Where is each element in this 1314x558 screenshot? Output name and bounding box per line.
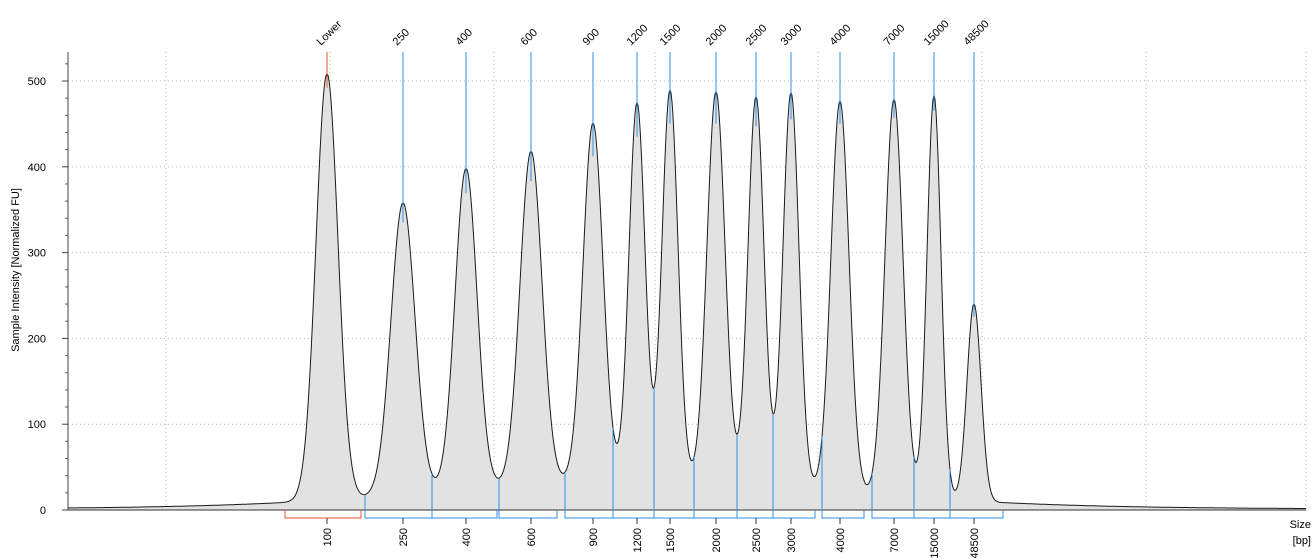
peak-bracket [612,510,655,519]
size-tick-label: 15000 [929,528,941,558]
peak-label: 400 [454,27,475,48]
peak-label: 4000 [828,22,854,48]
peak-label: Lower [315,18,345,48]
x-axis-unit: [bp] [1293,535,1311,547]
peak-markers [326,52,975,317]
y-tick-label: 100 [28,419,46,431]
size-brackets: 100 250 400 600 900 1200 1500 2000 2500 3000 4000 7… [284,387,1004,558]
peak-bracket [498,510,558,519]
y-tick-label: 500 [28,76,46,88]
size-tick-label: 1200 [632,528,644,552]
peak-label: 1500 [658,22,684,48]
x-axis-label: Size [1290,519,1311,531]
size-tick-label: 900 [588,528,600,546]
signal-fill [68,73,1306,510]
signal-line [67,72,1306,509]
size-tick-label: 2500 [751,528,763,552]
peak-label: 2000 [704,22,730,48]
size-tick-label: 1500 [665,528,677,552]
y-axis-label: Sample Intensity [Normalized FU] [10,188,22,352]
size-tick-label: 3000 [786,528,798,552]
y-tick-label: 200 [28,333,46,345]
peak-labels: Lower 250 400 600 900 1200 1500 2000 2500 3000 400… [315,18,992,48]
peak-label: 1200 [625,22,651,48]
axes: 0 100 200 300 400 500 [28,52,1306,517]
y-tick-label: 300 [28,248,46,260]
peak-bracket [949,510,1004,519]
size-tick-label: 7000 [889,528,901,552]
peak-label: 7000 [882,22,908,48]
peak-bracket [564,510,614,519]
size-tick-label: 600 [526,528,538,546]
peak-label: 15000 [922,18,952,48]
peak-bracket [653,510,695,519]
peak-bracket [364,510,433,519]
peak-bracket [913,510,951,519]
size-tick-label: 100 [322,528,334,546]
peak-label: 600 [519,27,540,48]
size-tick-label: 400 [461,528,473,546]
peak-label: 48500 [962,18,992,48]
peak-bracket [431,510,498,519]
size-tick-label: 4000 [835,528,847,552]
y-tick-label: 400 [28,162,46,174]
peak-bracket [736,510,774,519]
peak-bracket [821,510,865,519]
peak-label: 900 [581,27,602,48]
size-tick-label: 250 [398,528,410,546]
peak-bracket [284,510,362,519]
y-tick-label: 0 [40,505,46,517]
peak-bracket [871,510,915,519]
peak-bracket [772,510,816,519]
peak-label: 2500 [744,22,770,48]
peak-label: 3000 [779,22,805,48]
size-tick-label: 2000 [711,528,723,552]
peak-label: 250 [391,27,412,48]
signal-trace [67,72,1306,510]
size-tick-label: 48500 [969,528,981,558]
peak-bracket [693,510,738,519]
